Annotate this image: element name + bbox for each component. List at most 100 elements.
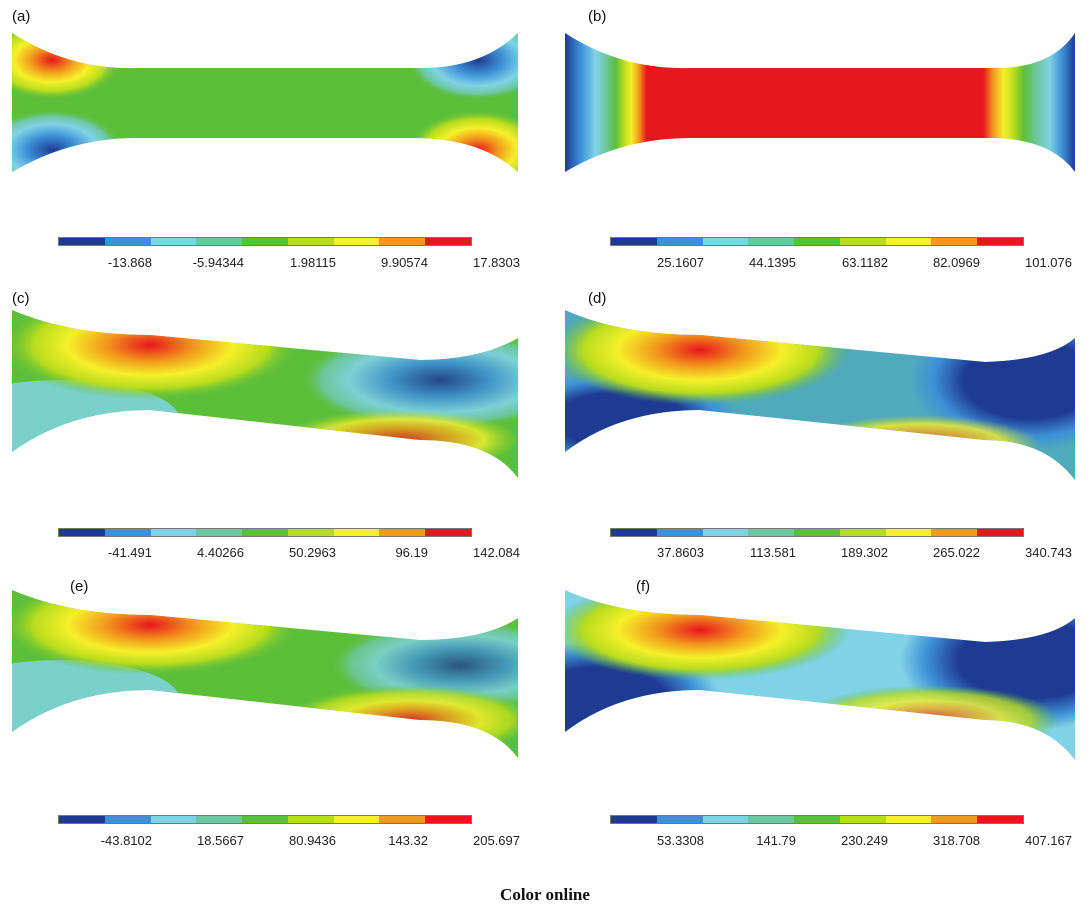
colorbar-ticks-b: 25.1607 44.1395 63.1182 82.0969 101.076 [612, 255, 1072, 270]
colorbar-segment [104, 529, 151, 536]
specimen-e [12, 590, 518, 758]
tick-label: 189.302 [841, 545, 888, 560]
tick-label: 9.90574 [381, 255, 428, 270]
colorbar-segment [977, 816, 1024, 823]
colorbar-segment [656, 816, 703, 823]
colorbar-segment [59, 816, 105, 823]
colorbar-segment [59, 529, 105, 536]
figure-caption: Color online [500, 885, 590, 904]
tick-label: 4.40266 [197, 545, 244, 560]
colorbar-segment [794, 238, 840, 245]
tick-label: 143.32 [388, 833, 428, 848]
tick-label: 25.1607 [657, 255, 704, 270]
colorbar-f [610, 815, 1024, 824]
colorbar-segment [977, 238, 1024, 245]
tick-label: 44.1395 [749, 255, 796, 270]
colorbar-b [610, 237, 1024, 246]
colorbar-segment [150, 816, 197, 823]
panel-label-a: (a) [12, 8, 31, 25]
colorbar-ticks-c: -41.491 4.40266 50.2963 96.19 142.084 [60, 545, 520, 560]
colorbar-segment [931, 238, 978, 245]
colorbar-segment [656, 238, 703, 245]
tick-label: 318.708 [933, 833, 980, 848]
tick-label: 142.084 [473, 545, 520, 560]
colorbar-segment [196, 238, 243, 245]
specimen-c [12, 310, 518, 478]
colorbar-segment [59, 238, 105, 245]
colorbar-segment [196, 816, 243, 823]
colorbar-segment [379, 816, 426, 823]
colorbar-segment [425, 238, 472, 245]
tick-label: -13.868 [107, 255, 152, 270]
colorbar-segment [748, 816, 795, 823]
panel-label-f: (f) [636, 578, 651, 595]
tick-label: -41.491 [107, 545, 152, 560]
tick-label: 53.3308 [657, 833, 704, 848]
specimen-f [565, 590, 1075, 760]
colorbar-segment [931, 529, 978, 536]
colorbar-segment [794, 529, 840, 536]
panel-label-c: (c) [12, 290, 30, 307]
specimen-a [12, 33, 518, 172]
tick-label: 17.8303 [473, 255, 520, 270]
colorbar-ticks-d: 37.8603 113.581 189.302 265.022 340.743 [612, 545, 1072, 560]
colorbar-segment [931, 816, 978, 823]
colorbar-segment [611, 529, 657, 536]
colorbar-segment [104, 816, 151, 823]
colorbar-c [58, 528, 472, 537]
colorbar-segment [287, 238, 334, 245]
specimen-b [565, 33, 1075, 172]
colorbar-segment [333, 529, 380, 536]
colorbar-segment [425, 816, 472, 823]
colorbar-segment [242, 529, 288, 536]
colorbar-d [610, 528, 1024, 537]
colorbar-segment [611, 816, 657, 823]
specimen-d [565, 310, 1075, 480]
colorbar-segment [794, 816, 840, 823]
tick-label: 265.022 [933, 545, 980, 560]
colorbar-segment [425, 529, 472, 536]
tick-label: 407.167 [1025, 833, 1072, 848]
colorbar-segment [150, 238, 197, 245]
colorbar-segment [839, 238, 886, 245]
colorbar-segment [242, 816, 288, 823]
colorbar-segment [885, 238, 932, 245]
colorbar-segment [287, 816, 334, 823]
colorbar-segment [885, 529, 932, 536]
colorbar-segment [104, 238, 151, 245]
colorbar-segment [702, 238, 749, 245]
colorbar-segment [333, 238, 380, 245]
colorbar-ticks-f: 53.3308 141.79 230.249 318.708 407.167 [612, 833, 1072, 848]
tick-label: 230.249 [841, 833, 888, 848]
colorbar-segment [242, 238, 288, 245]
tick-label: 205.697 [473, 833, 520, 848]
colorbar-a [58, 237, 472, 246]
colorbar-segment [702, 816, 749, 823]
colorbar-segment [379, 238, 426, 245]
tick-label: 80.9436 [289, 833, 336, 848]
tick-label: 96.19 [395, 545, 428, 560]
colorbar-segment [333, 816, 380, 823]
tick-label: 50.2963 [289, 545, 336, 560]
panel-label-e: (e) [70, 578, 89, 595]
colorbar-segment [748, 238, 795, 245]
colorbar-ticks-e: -43.8102 18.5667 80.9436 143.32 205.697 [60, 833, 520, 848]
colorbar-segment [611, 238, 657, 245]
tick-label: 63.1182 [841, 255, 888, 270]
tick-label: 1.98115 [289, 255, 336, 270]
colorbar-segment [885, 816, 932, 823]
colorbar-ticks-a: -13.868 -5.94344 1.98115 9.90574 17.8303 [60, 255, 520, 270]
tick-label: 101.076 [1025, 255, 1072, 270]
colorbar-segment [839, 816, 886, 823]
colorbar-segment [656, 529, 703, 536]
tick-label: 340.743 [1025, 545, 1072, 560]
colorbar-segment [839, 529, 886, 536]
colorbar-segment [379, 529, 426, 536]
tick-label: 37.8603 [657, 545, 704, 560]
panel-label-b: (b) [588, 8, 607, 25]
colorbar-e [58, 815, 472, 824]
tick-label: -43.8102 [100, 833, 152, 848]
tick-label: 82.0969 [933, 255, 980, 270]
colorbar-segment [977, 529, 1024, 536]
